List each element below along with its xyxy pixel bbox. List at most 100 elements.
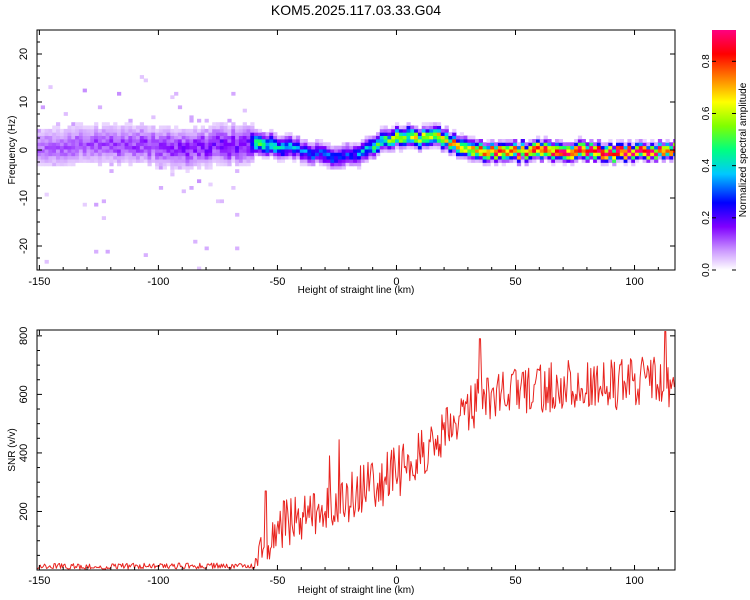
- spectrogram-cell: [452, 142, 457, 147]
- spectrogram-cell: [124, 149, 129, 153]
- spectrogram-cell: [265, 132, 270, 136]
- spectrogram-cell: [368, 149, 373, 153]
- spectrogram-cell: [277, 135, 282, 140]
- spectrogram-cell: [181, 135, 186, 140]
- spectrogram-cell: [341, 159, 346, 163]
- spectrogram-cell: [532, 139, 537, 143]
- spectrogram-cell: [631, 145, 636, 150]
- spectrogram-cell: [383, 135, 388, 140]
- spectrogram-cell: [596, 155, 602, 160]
- spectrogram-cell: [101, 155, 107, 160]
- spectrogram-cell: [162, 165, 167, 170]
- spectrogram-cell: [364, 142, 369, 147]
- spectrogram-cell: [349, 145, 354, 150]
- spectrogram-cell: [292, 135, 297, 140]
- spectrogram-cell: [280, 159, 286, 163]
- spectrogram-cell: [433, 132, 438, 136]
- spectrogram-cell: [246, 155, 251, 160]
- spectrogram-cell: [208, 182, 213, 187]
- spectrogram-cell: [75, 155, 80, 160]
- spectrogram-cell: [120, 125, 126, 130]
- spectrogram-cell: [227, 139, 232, 143]
- spectrogram-cell: [101, 128, 107, 133]
- spectrogram-cell: [292, 152, 297, 157]
- spectrogram-cell: [250, 135, 255, 140]
- spectrogram-cell: [37, 155, 42, 160]
- colorbar-tick-label: 0.4: [701, 158, 712, 172]
- spectrogram-cell: [227, 159, 232, 163]
- spectrogram-cell: [78, 149, 84, 153]
- spectrogram-cell: [619, 142, 625, 147]
- spectrogram-cell: [158, 149, 164, 153]
- spectrogram-cell: [509, 149, 514, 153]
- spectrogram-cell: [372, 142, 377, 147]
- spectrogram-cell: [269, 145, 274, 150]
- spectrogram-cell: [600, 142, 605, 147]
- spectrogram-cell: [513, 142, 518, 147]
- spectrogram-cell: [238, 152, 244, 157]
- spectrogram-cell: [56, 135, 61, 140]
- spectrogram-cell: [117, 142, 122, 147]
- spectrogram-cell: [166, 152, 171, 157]
- spectrogram-cell: [551, 142, 556, 147]
- spectrogram-cell: [528, 152, 533, 157]
- spectrogram-cell: [227, 135, 232, 140]
- spectrogram-cell: [128, 135, 133, 140]
- spectrogram-cell: [452, 139, 457, 143]
- spectrogram-cell: [197, 155, 202, 160]
- spectrogram-cell: [543, 135, 548, 140]
- spectrogram-cell: [627, 149, 632, 153]
- spectrogram-cell: [71, 139, 76, 143]
- spectrogram-cell: [97, 145, 103, 150]
- spectrogram-cell: [497, 142, 503, 147]
- spectrogram-cell: [37, 139, 42, 143]
- spectrogram-cell: [547, 149, 552, 153]
- spectrogram-cell: [200, 155, 206, 160]
- spectrogram-x-tick-label: -50: [269, 276, 285, 288]
- spectrogram-cell: [223, 139, 228, 143]
- spectrogram-cell: [59, 155, 65, 160]
- spectrogram-cell: [78, 142, 84, 147]
- spectrogram-cell: [577, 135, 583, 140]
- spectrogram-cell: [151, 142, 156, 147]
- spectrogram-cell: [364, 155, 369, 160]
- spectrogram-cell: [78, 145, 84, 150]
- spectrogram-cell: [463, 155, 468, 160]
- spectrogram-cell: [40, 152, 46, 157]
- spectrogram-cell: [391, 135, 396, 140]
- spectrogram-cell: [59, 139, 65, 143]
- spectrogram-cell: [337, 149, 343, 153]
- spectrogram-cell: [277, 145, 282, 150]
- spectrogram-cell: [417, 142, 423, 147]
- spectrogram-cell: [82, 202, 87, 207]
- spectrogram-cell: [379, 142, 385, 147]
- spectrogram-cell: [280, 135, 286, 140]
- spectrogram-cell: [143, 78, 148, 83]
- spectrogram-cell: [353, 149, 358, 153]
- spectrogram-cell: [391, 132, 396, 136]
- spectrogram-cell: [242, 159, 247, 163]
- spectrogram-cell: [436, 145, 442, 150]
- spectrogram-y-tick-label: 0: [18, 147, 30, 153]
- spectrogram-cell: [204, 132, 209, 136]
- spectrogram-cell: [646, 159, 651, 163]
- spectrogram-cell: [120, 142, 126, 147]
- spectrogram-cell: [551, 145, 556, 150]
- spectrogram-cell: [52, 149, 57, 153]
- spectrogram-cell: [463, 139, 468, 143]
- spectrogram-cell: [162, 128, 167, 133]
- spectrogram-cell: [604, 152, 609, 157]
- spectrogram-cell: [216, 162, 221, 167]
- spectrogram-cell: [642, 152, 647, 157]
- spectrogram-cell: [456, 135, 461, 140]
- spectrogram-cell: [406, 135, 411, 140]
- spectrogram-cell: [505, 152, 510, 157]
- spectrogram-cell: [444, 128, 449, 133]
- spectrogram-cell: [261, 135, 266, 140]
- spectrogram-cell: [143, 149, 148, 153]
- spectrogram-cell: [631, 155, 636, 160]
- spectrogram-cell: [574, 139, 579, 143]
- spectrogram-cell: [212, 155, 217, 160]
- spectrogram-cell: [86, 139, 91, 143]
- spectrogram-cell: [532, 152, 537, 157]
